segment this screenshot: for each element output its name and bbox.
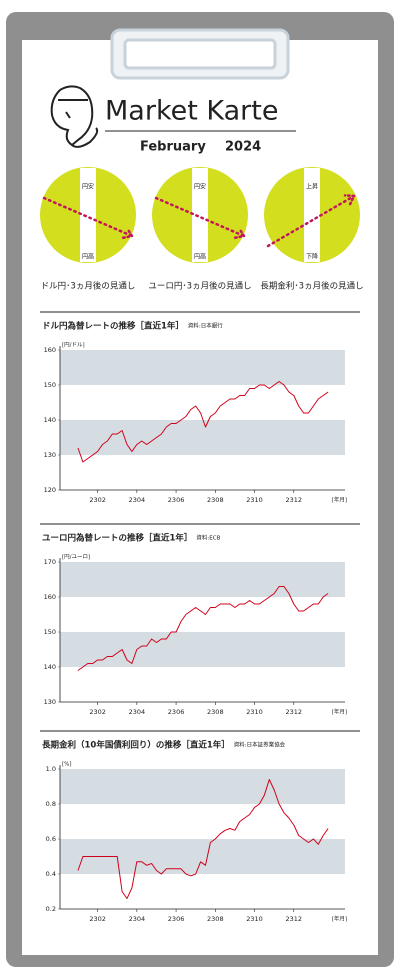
indicator-bottom: 下降: [306, 253, 318, 261]
x-tick-label: 2302: [89, 496, 106, 504]
indicator-strip: [80, 168, 96, 262]
year: 2024: [225, 140, 261, 155]
indicator-bottom: 円高: [194, 253, 206, 261]
y-tick-label: 0.8: [46, 800, 56, 808]
indicator-arrowhead: [121, 227, 135, 239]
indicator-arrow: [266, 194, 356, 248]
x-tick-label: 2312: [285, 708, 302, 716]
y-tick-label: 0.6: [46, 835, 56, 843]
x-tick-label: 2306: [168, 708, 185, 716]
band: [60, 562, 345, 597]
chart-source: 資料:ECB: [196, 534, 220, 542]
y-tick-label: 130: [44, 451, 56, 459]
x-tick-label: 2304: [129, 915, 146, 923]
x-tick-label: 2304: [129, 496, 146, 504]
y-unit: [円/ドル]: [62, 342, 85, 349]
x-tick-label: 2310: [246, 708, 263, 716]
y-tick-label: 150: [44, 381, 56, 389]
indicator-strip: [192, 168, 208, 262]
data-line: [77, 779, 329, 899]
y-tick-label: 120: [44, 486, 56, 494]
chart-source: 資料:日本銀行: [188, 322, 223, 330]
indicator-strip: [304, 168, 320, 262]
y-tick-label: 150: [44, 628, 56, 636]
y-tick-label: 170: [44, 558, 56, 566]
data-line: [77, 586, 329, 671]
x-tick-label: 2306: [168, 496, 185, 504]
indicator-top: 円安: [82, 183, 94, 191]
chart-title: 長期金利（10年国債利回り）の推移［直近1年］: [42, 740, 230, 751]
indicator-arrow: [42, 196, 134, 238]
y-unit: [円/ユーロ]: [62, 554, 90, 561]
x-tick-label: 2306: [168, 915, 185, 923]
band: [60, 769, 345, 804]
x-tick-label: 2308: [207, 496, 224, 504]
band: [60, 632, 345, 667]
band: [60, 350, 345, 385]
y-unit: [%]: [62, 762, 72, 768]
indicator-top: 上昇: [306, 183, 318, 191]
chart-title: ユーロ円為替レートの推移［直近1年］: [42, 533, 192, 544]
x-tick-label: 2310: [246, 496, 263, 504]
chart-source: 資料:日本証券業協会: [234, 741, 286, 749]
logo: [50, 85, 99, 148]
x-tick-label: 2308: [207, 708, 224, 716]
x-tick-label: 2308: [207, 915, 224, 923]
x-tick-label: 2310: [246, 915, 263, 923]
month: February: [140, 140, 206, 155]
indicator-top: 円安: [194, 183, 206, 191]
y-tick-label: 140: [44, 416, 56, 424]
y-tick-label: 130: [44, 698, 56, 706]
data-line: [77, 381, 329, 463]
chart-title: ドル円為替レートの推移［直近1年］: [42, 321, 184, 332]
indicator-caption: 長期金利･3ヵ月後の見通し: [260, 281, 363, 292]
indicator-bottom: 円高: [82, 253, 94, 261]
clip-hole: [123, 38, 277, 70]
y-tick-label: 1.0: [46, 765, 56, 773]
indicator-arrowhead: [343, 194, 356, 206]
y-tick-label: 140: [44, 663, 56, 671]
indicator-caption: ユーロ円･3ヵ月後の見通し: [148, 281, 251, 292]
x-unit: [年月]: [332, 708, 347, 716]
indicator-arrow: [154, 196, 246, 238]
x-tick-label: 2302: [89, 915, 106, 923]
x-tick-label: 2312: [285, 915, 302, 923]
y-tick-label: 160: [44, 346, 56, 354]
indicator-arrowhead: [233, 227, 247, 239]
x-tick-label: 2304: [129, 708, 146, 716]
x-tick-label: 2312: [285, 496, 302, 504]
y-tick-label: 0.2: [46, 905, 56, 913]
x-unit: [年月]: [332, 915, 347, 923]
title: Market Karte: [105, 96, 278, 127]
x-unit: [年月]: [332, 496, 347, 504]
y-tick-label: 0.4: [46, 870, 56, 878]
indicator-caption: ドル円･3ヵ月後の見通し: [41, 281, 136, 292]
band: [60, 420, 345, 455]
x-tick-label: 2302: [89, 708, 106, 716]
y-tick-label: 160: [44, 593, 56, 601]
